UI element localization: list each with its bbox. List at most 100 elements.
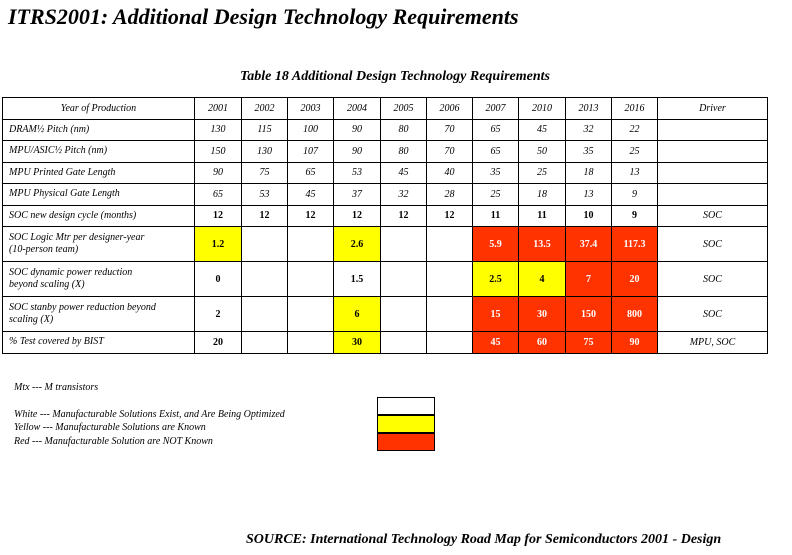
table-cell: 15	[472, 296, 519, 332]
table-cell: 65	[472, 118, 519, 141]
table-cell: 13	[611, 161, 658, 184]
row-driver	[657, 161, 768, 184]
table-row: % Test covered by BIST 20 30 45 60 75 90 MPU, S…	[2, 331, 768, 354]
table-cell: 65	[287, 161, 334, 184]
table-cell: 2	[194, 296, 242, 332]
table-cell: 9	[611, 183, 658, 206]
table-cell: 12	[426, 204, 473, 227]
table-cell: 2.6	[333, 226, 381, 262]
table-cell: 12	[380, 204, 427, 227]
table-cell: 10	[565, 204, 612, 227]
row-label: DRAM½ Pitch (nm)	[2, 118, 195, 141]
header-year: 2005	[380, 97, 427, 120]
table-cell	[287, 261, 334, 297]
table-row: SOC new design cycle (months) 12 12 12 12 12 1…	[2, 204, 768, 227]
table-cell	[241, 331, 288, 354]
table-row: SOC dynamic power reduction beyond scalin…	[2, 261, 768, 297]
table-cell: 18	[565, 161, 612, 184]
row-driver: SOC	[657, 204, 768, 227]
legend-yellow: Yellow --- Manufacturable Solutions are …	[14, 422, 206, 433]
row-label-line: % Test covered by BIST	[9, 336, 104, 348]
table-cell: 0	[194, 261, 242, 297]
row-label: MPU Printed Gate Length	[2, 161, 195, 184]
table-cell: 30	[518, 296, 566, 332]
table-cell: 80	[380, 140, 427, 163]
row-label: SOC dynamic power reduction beyond scalin…	[2, 261, 195, 297]
table-cell	[287, 331, 334, 354]
table-row: MPU/ASIC½ Pitch (nm) 150 130 107 90 80 70 65 50 3…	[2, 140, 768, 163]
table-cell: 32	[380, 183, 427, 206]
table-cell: 13	[565, 183, 612, 206]
table-cell: 45	[380, 161, 427, 184]
table-cell: 100	[287, 118, 334, 141]
table-cell: 25	[518, 161, 566, 184]
row-driver	[657, 118, 768, 141]
row-label-line: (10-person team)	[9, 244, 79, 255]
table-row: SOC stanby power reduction beyond scaling…	[2, 296, 768, 332]
legend-mtx: Mtx --- M transistors	[14, 382, 99, 393]
row-label-line: beyond scaling (X)	[9, 279, 85, 290]
table-cell: 13.5	[518, 226, 566, 262]
row-label-line: SOC stanby power reduction beyond	[9, 302, 156, 313]
row-label: MPU Physical Gate Length	[2, 183, 195, 206]
table-cell: 80	[380, 118, 427, 141]
row-driver	[657, 183, 768, 206]
table-cell: 32	[565, 118, 612, 141]
table-cell	[287, 296, 334, 332]
table-cell: 4	[518, 261, 566, 297]
table-cell: 2.5	[472, 261, 519, 297]
table-cell: 53	[333, 161, 381, 184]
row-label-line: scaling (X)	[9, 314, 54, 325]
table-cell: 50	[518, 140, 566, 163]
table-cell: 11	[518, 204, 566, 227]
row-label: SOC stanby power reduction beyond scaling…	[2, 296, 195, 332]
table-cell: 20	[194, 331, 242, 354]
table-cell: 75	[241, 161, 288, 184]
table-cell: 18	[518, 183, 566, 206]
table-cell: 30	[333, 331, 381, 354]
table-cell: 12	[194, 204, 242, 227]
row-label-line: MPU/ASIC½ Pitch (nm)	[9, 145, 108, 157]
table-cell: 90	[611, 331, 658, 354]
header-year: 2001	[194, 97, 242, 120]
table-cell: 90	[333, 118, 381, 141]
header-row: Year of Production 2001 2002 2003 2004 2…	[2, 97, 768, 120]
table-cell: 22	[611, 118, 658, 141]
table-cell: 37.4	[565, 226, 612, 262]
table-cell: 1.5	[333, 261, 381, 297]
header-year: 2003	[287, 97, 334, 120]
header-year: 2010	[518, 97, 566, 120]
table-cell: 65	[472, 140, 519, 163]
legend-white-swatch	[377, 397, 435, 415]
table-title: Table 18 Additional Design Technology Re…	[240, 69, 550, 84]
table-cell: 800	[611, 296, 658, 332]
row-label-line: SOC dynamic power reduction	[9, 267, 133, 278]
table-cell: 9	[611, 204, 658, 227]
table-cell: 20	[611, 261, 658, 297]
row-driver	[657, 140, 768, 163]
source-note: SOURCE: International Technology Road Ma…	[246, 532, 722, 547]
header-year-label: Year of Production	[2, 97, 195, 120]
table-cell: 12	[241, 204, 288, 227]
row-label-line: SOC new design cycle (months)	[9, 209, 137, 221]
table-cell: 130	[194, 118, 242, 141]
header-year: 2004	[333, 97, 381, 120]
legend-yellow-swatch	[377, 415, 435, 433]
table-cell: 40	[426, 161, 473, 184]
table-cell: 90	[333, 140, 381, 163]
table-cell: 35	[472, 161, 519, 184]
table-cell	[380, 331, 427, 354]
table-cell: 12	[333, 204, 381, 227]
legend-white: White --- Manufacturable Solutions Exist…	[14, 409, 285, 420]
table-cell: 35	[565, 140, 612, 163]
table-cell: 90	[194, 161, 242, 184]
table-cell: 75	[565, 331, 612, 354]
table-cell	[287, 226, 334, 262]
table-cell: 37	[333, 183, 381, 206]
row-driver: SOC	[657, 261, 768, 297]
header-year: 2007	[472, 97, 519, 120]
row-label-line: DRAM½ Pitch (nm)	[9, 123, 90, 135]
table-cell	[241, 226, 288, 262]
table-cell: 60	[518, 331, 566, 354]
table-cell: 5.9	[472, 226, 519, 262]
